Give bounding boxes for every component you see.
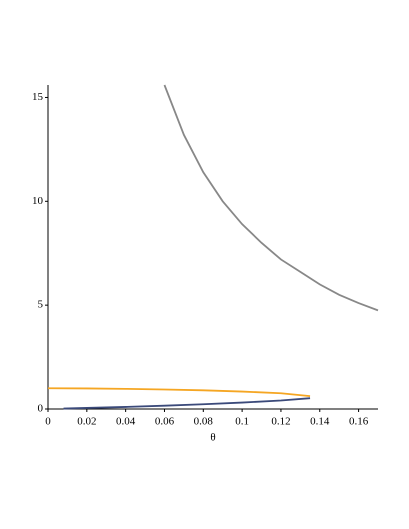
x-tick-label: 0.1 [235, 416, 249, 428]
curve [47, 387, 311, 398]
y-tick-label: 5 [38, 299, 44, 311]
y-tick-label: 15 [32, 91, 44, 103]
y-tick-label: 0 [38, 403, 44, 415]
x-tick-label: 0.04 [116, 416, 136, 428]
y-tick-label: 10 [32, 195, 44, 207]
x-tick-label: 0.06 [155, 416, 175, 428]
x-axis-label: θ [210, 432, 215, 444]
x-tick-label: 0.16 [349, 416, 369, 428]
x-tick-label: 0 [45, 416, 51, 428]
x-tick-label: 0.14 [310, 416, 330, 428]
x-tick-label: 0.08 [194, 416, 214, 428]
curve [63, 397, 311, 410]
curve [163, 84, 379, 312]
x-tick-label: 0.12 [271, 416, 290, 428]
x-tick-label: 0.02 [77, 416, 96, 428]
